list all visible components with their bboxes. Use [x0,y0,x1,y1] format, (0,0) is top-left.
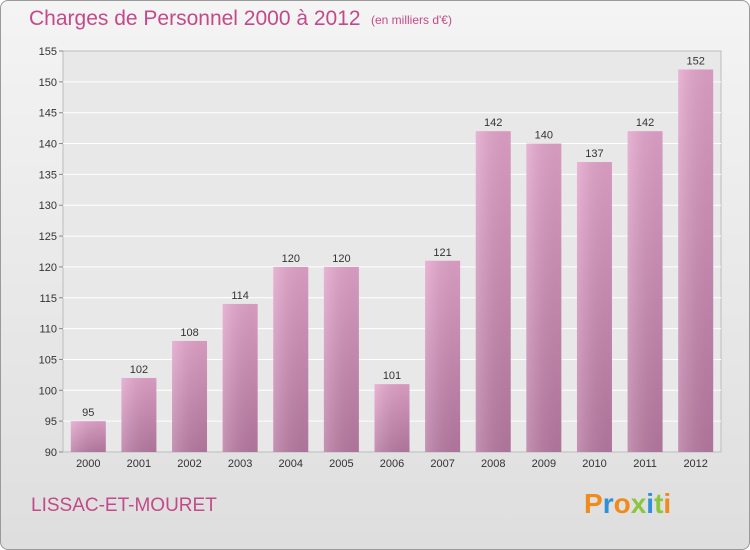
bar-sheen [576,162,612,453]
bar-sheen [323,266,359,452]
value-label: 152 [687,56,705,68]
logo-letter: t [654,488,664,519]
proxiti-logo[interactable]: Proxiti [584,488,671,520]
y-tick-label: 125 [39,231,57,243]
y-tick-label: 150 [39,77,57,89]
y-tick-label: 120 [39,262,57,274]
chart-title: Charges de Personnel 2000 à 2012 [29,7,361,30]
x-axis-labels: 2000 2001 2002 2003 2004 2005 2006 2007 2008 2009… [76,458,708,470]
bar-sheen [526,143,562,453]
logo-letter: o [613,488,631,519]
logo-letter: P [584,488,603,519]
place-name: LISSAC-ET-MOURET [31,495,217,516]
value-label: 137 [585,148,603,160]
bar-sheen [425,260,461,452]
value-label: 142 [636,117,654,129]
x-tick-label: 2000 [76,458,100,470]
bars [70,69,714,453]
x-tick-label: 2004 [279,458,303,470]
y-tick-label: 100 [39,385,57,397]
y-tick-label: 90 [45,447,57,459]
bar-sheen [627,131,663,452]
y-tick-label: 135 [39,169,57,181]
x-tick-label: 2009 [532,458,556,470]
value-label: 140 [535,130,553,142]
value-label: 120 [332,253,350,265]
y-tick-label: 145 [39,108,57,120]
y-tick-label: 130 [39,200,57,212]
x-tick-label: 2001 [127,458,151,470]
y-tick-label: 155 [39,46,57,58]
x-tick-label: 2007 [430,458,454,470]
bar-sheen [273,266,309,452]
value-label: 120 [282,253,300,265]
chart-unit: (en milliers d'€) [371,13,452,27]
value-labels: 95 102 108 114 120 120 101 121 142 140 137 142 152 [82,56,705,420]
value-label: 95 [82,407,94,419]
x-tick-label: 2005 [329,458,353,470]
logo-letter: i [646,488,655,519]
y-tick-label: 140 [39,139,57,151]
x-tick-label: 2006 [380,458,404,470]
x-tick-label: 2002 [177,458,201,470]
y-tick-label: 115 [39,293,57,305]
bar-sheen [475,131,511,452]
logo-letter: i [663,488,672,519]
x-tick-label: 2012 [683,458,707,470]
bar-sheen [374,384,410,452]
x-tick-label: 2010 [582,458,606,470]
y-axis-labels: 90 95 100 105 110 115 120 125 130 135 140 145 150 155 [39,46,57,459]
x-tick-label: 2003 [228,458,252,470]
value-label: 102 [130,364,148,376]
value-label: 121 [433,247,451,259]
bar-sheen [222,303,258,452]
value-label: 101 [383,370,401,382]
bar-sheen [678,69,714,452]
y-tick-label: 95 [45,416,57,428]
bar-sheen [121,377,157,452]
value-label: 108 [180,327,198,339]
y-tick-label: 105 [39,354,57,366]
value-label: 142 [484,117,502,129]
value-label: 114 [231,290,249,302]
logo-letter: r [602,488,614,519]
bar-sheen [172,340,208,452]
y-tick-label: 110 [39,324,57,336]
x-tick-label: 2011 [633,458,657,470]
logo-letter: x [630,488,647,519]
x-tick-label: 2008 [481,458,505,470]
bar-sheen [70,421,106,452]
